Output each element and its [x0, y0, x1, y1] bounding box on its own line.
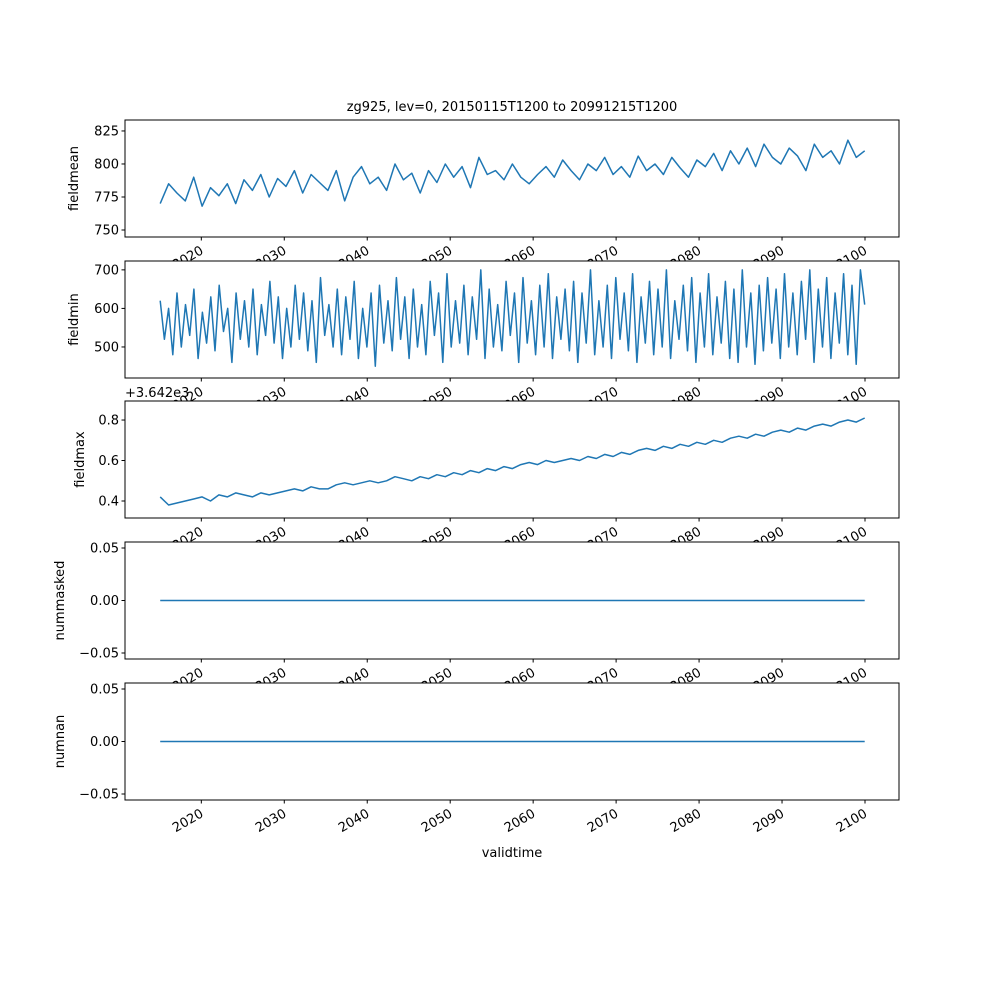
axes-frame — [124, 260, 900, 379]
y-tick-label: 825 — [94, 124, 119, 139]
plot-area — [125, 120, 899, 237]
x-tick-label: 2060 — [502, 806, 538, 836]
x-axis-label: validtime — [482, 846, 543, 861]
y-tick-label: 0.00 — [90, 735, 119, 750]
x-tick-label: 2020 — [170, 806, 206, 836]
y-tick-label: 700 — [94, 263, 119, 278]
y-offset-text: +3.642e3 — [125, 386, 189, 401]
series-line-fieldmean — [159, 139, 866, 207]
y-tick-label: 0.6 — [98, 454, 119, 469]
y-tick-label: 750 — [94, 224, 119, 239]
x-tick-label: 2100 — [834, 806, 870, 836]
series-line-fieldmin — [159, 269, 866, 367]
axes-frame — [124, 119, 900, 238]
y-axis-label: fieldmin — [67, 293, 82, 346]
x-tick-label: 2040 — [336, 806, 372, 836]
y-axis-label: fieldmax — [73, 431, 88, 488]
y-tick-label: −0.05 — [79, 788, 119, 803]
y-tick-label: 775 — [94, 190, 119, 205]
y-tick-label: 0.00 — [90, 594, 119, 609]
y-tick-label: 0.05 — [90, 682, 119, 697]
chart-title: zg925, lev=0, 20150115T1200 to 20991215T… — [347, 100, 678, 115]
y-axis-label: fieldmean — [67, 146, 82, 211]
x-tick-label: 2030 — [253, 806, 289, 836]
y-tick-label: −0.05 — [79, 647, 119, 662]
x-tick-label: 2050 — [419, 806, 455, 836]
panel-numnan: −0.05 0.00 0.05 2020 2030 2040 2050 2060 2070 208… — [53, 682, 900, 836]
y-tick-label: 800 — [94, 157, 119, 172]
y-tick-label: 500 — [94, 340, 119, 355]
y-tick-label: 0.05 — [90, 541, 119, 556]
y-tick-label: 0.4 — [98, 494, 119, 509]
y-tick-label: 0.8 — [98, 414, 119, 429]
x-tick-label: 2080 — [668, 806, 704, 836]
x-tick-label: 2070 — [585, 806, 621, 836]
axes-frame — [124, 400, 900, 519]
y-tick-label: 600 — [94, 302, 119, 317]
plot-area — [125, 401, 899, 518]
series-line-fieldmax — [159, 417, 866, 506]
y-axis-label: nummasked — [53, 561, 68, 641]
y-axis-label: numnan — [53, 715, 68, 769]
x-tick-label: 2090 — [751, 806, 787, 836]
